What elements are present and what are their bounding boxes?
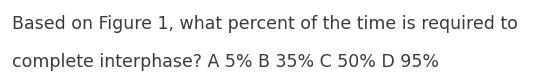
Text: Based on Figure 1, what percent of the time is required to: Based on Figure 1, what percent of the t… bbox=[12, 15, 518, 33]
Text: complete interphase? A 5% B 35% C 50% D 95%: complete interphase? A 5% B 35% C 50% D … bbox=[12, 53, 439, 71]
